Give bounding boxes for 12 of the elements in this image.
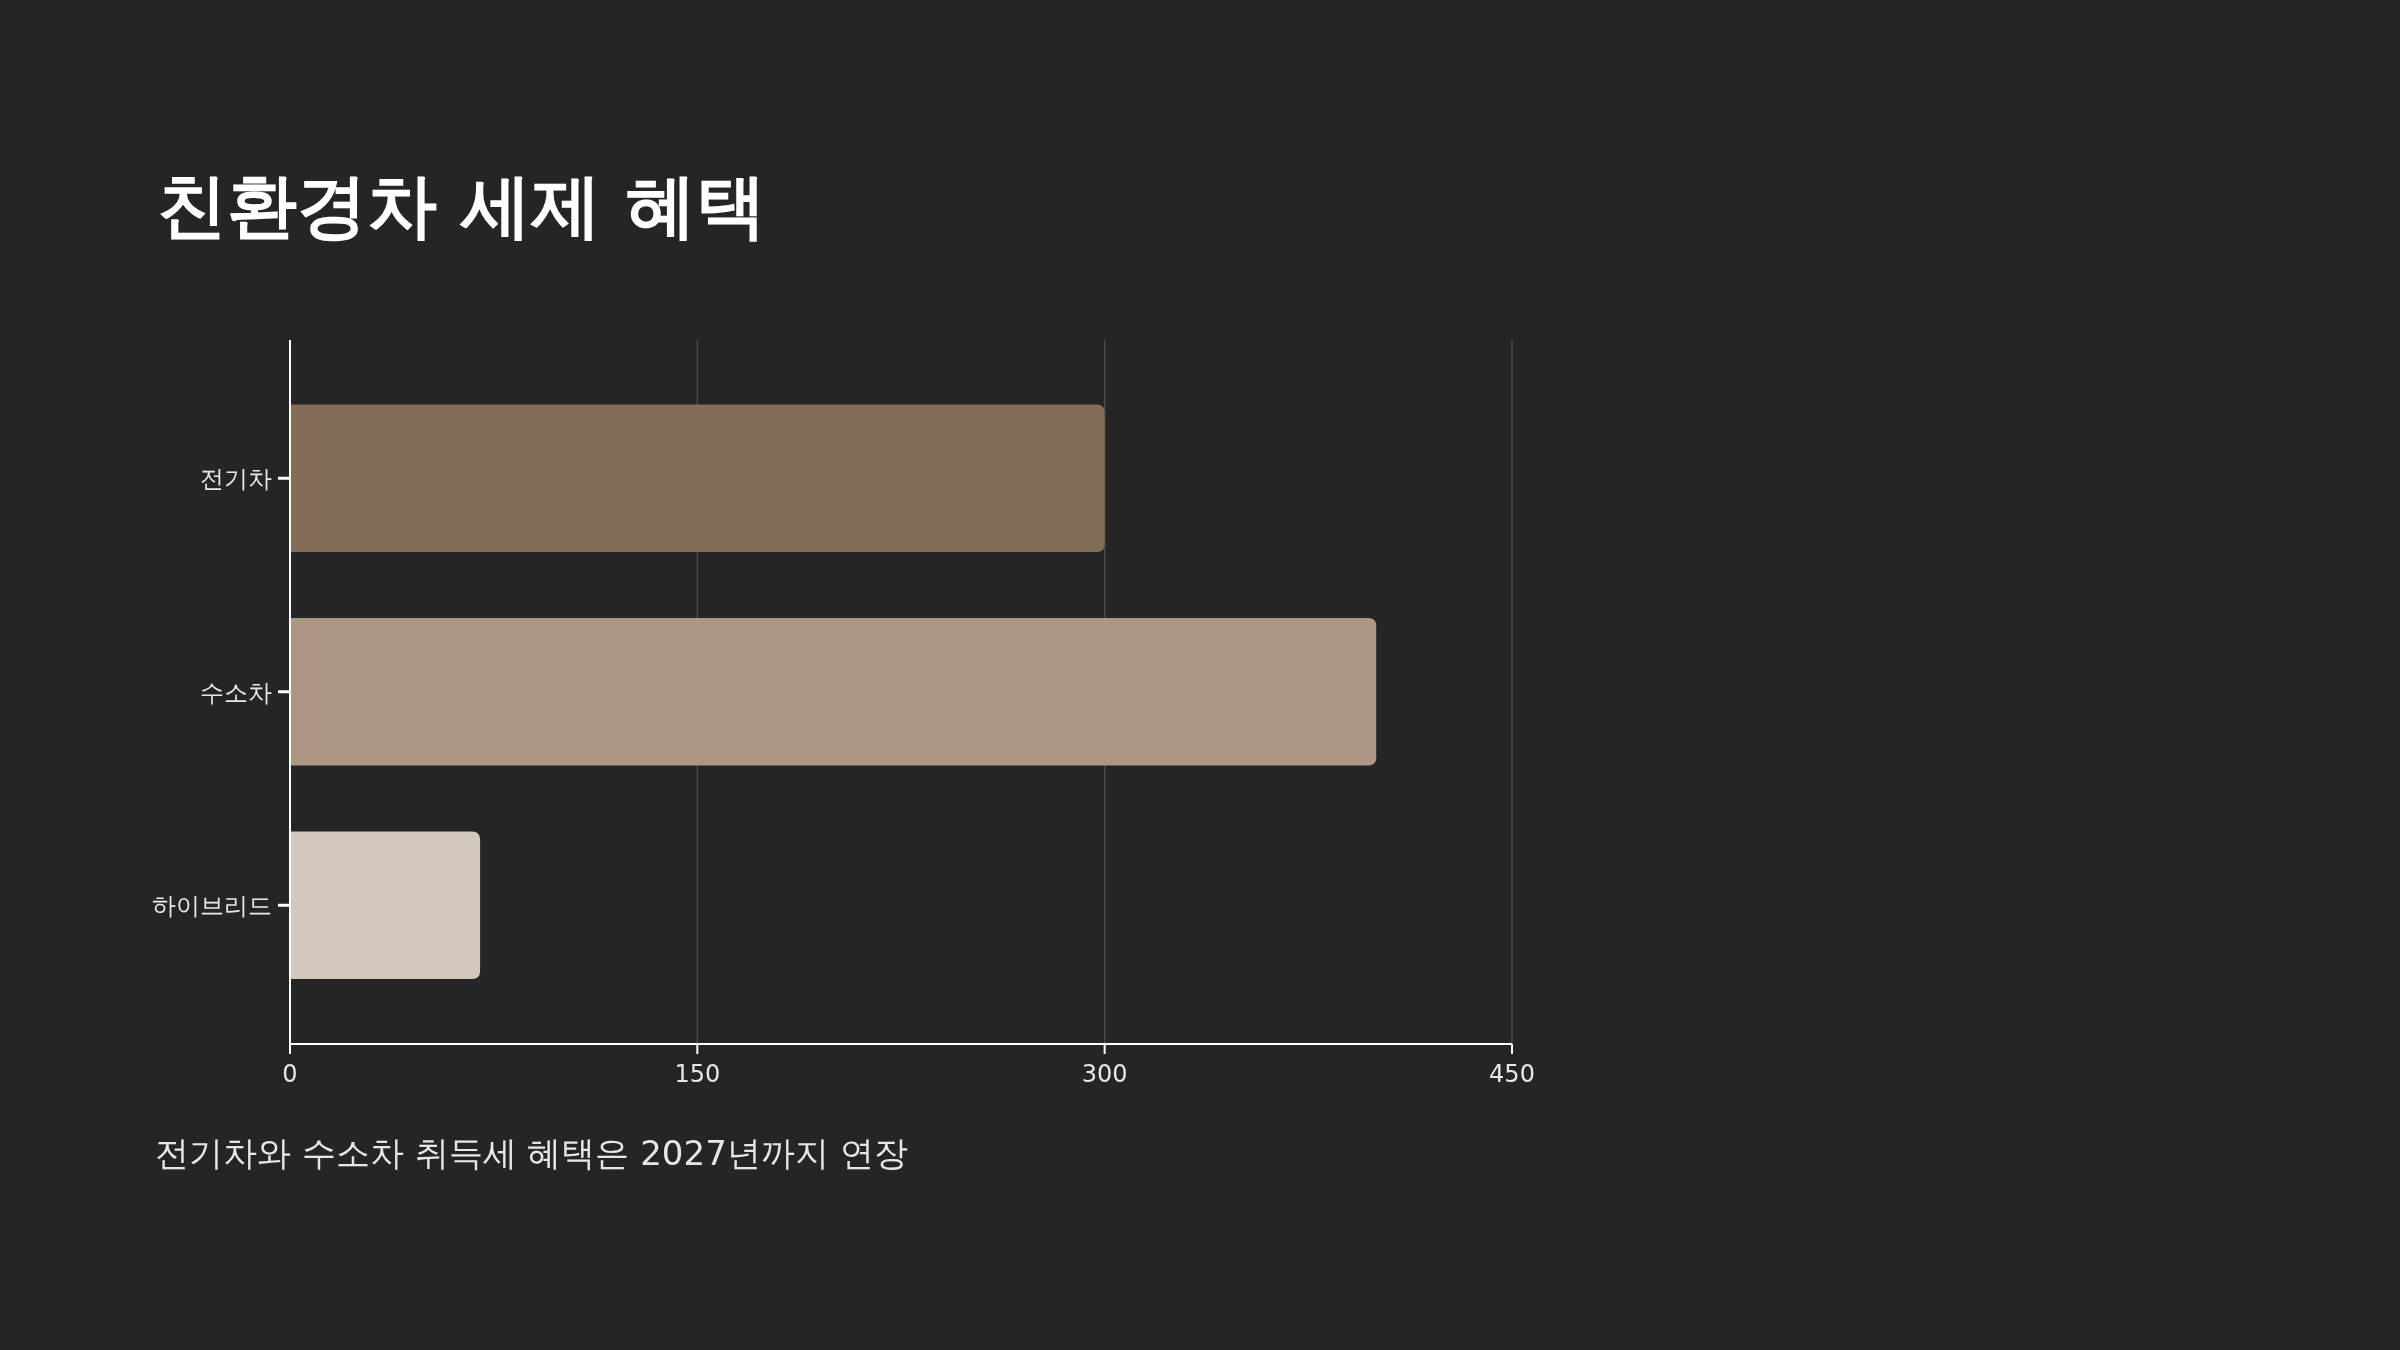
x-tick-label: 450	[1489, 1060, 1535, 1088]
y-tick-label: 전기차	[200, 465, 272, 494]
chart-title: 친환경차 세제 혜택	[157, 165, 766, 247]
x-tick-label: 0	[282, 1060, 298, 1088]
text: 전기차와 수소차 취득세 혜택은 2027년까지 연장	[155, 1133, 908, 1173]
y-tick-label: 수소차	[200, 678, 272, 707]
y-tick-label: 하이브리드	[152, 892, 272, 921]
x-tick-label: 300	[1081, 1060, 1128, 1088]
bar	[290, 831, 481, 979]
x-tick-label: 150	[674, 1060, 721, 1088]
bar	[290, 618, 1377, 766]
bar	[290, 404, 1105, 552]
